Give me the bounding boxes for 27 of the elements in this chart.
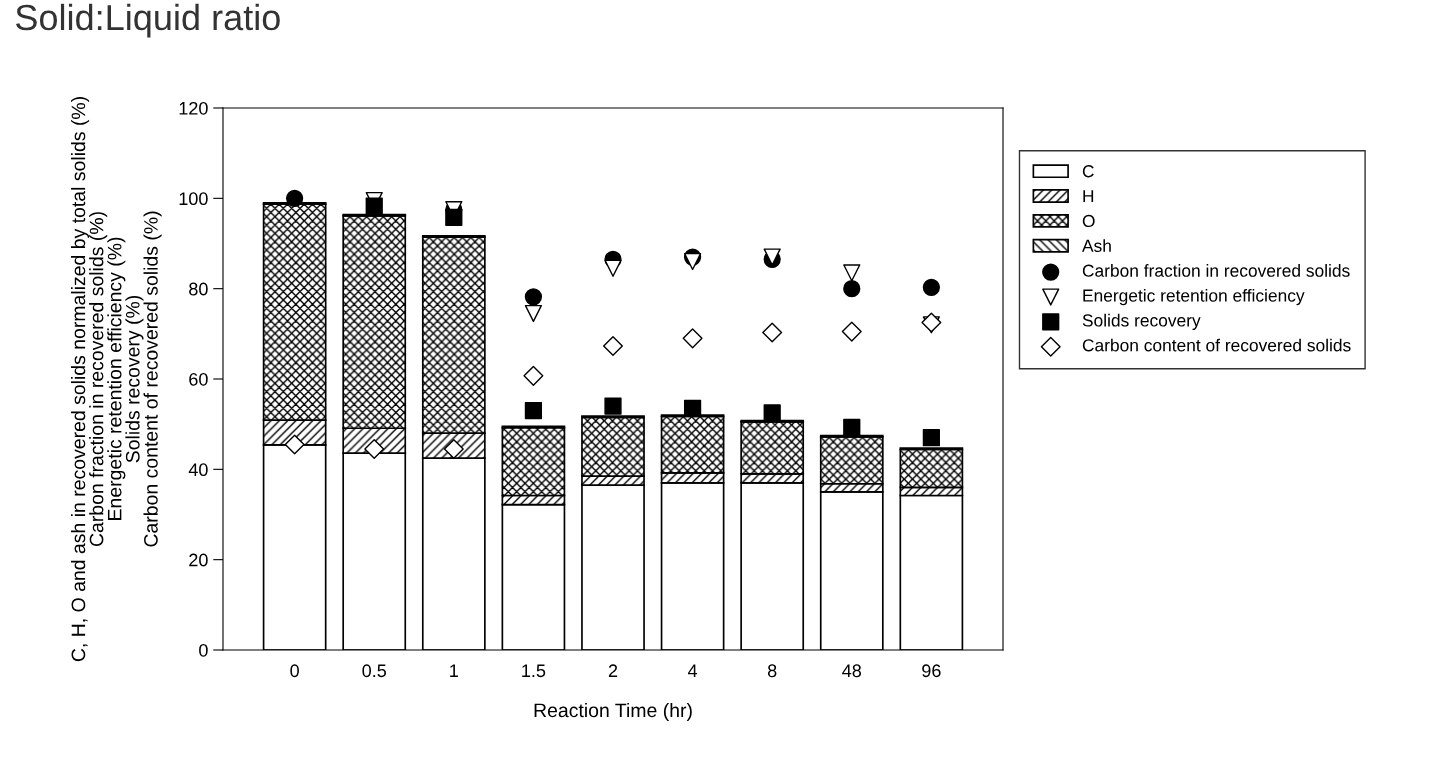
x-tick-label: 1.5 xyxy=(522,664,546,678)
y-axis-title: C, H, O and ash in recovered solids normalized by total solids (%) Carbon fraction in recovered solids (%) Energetic retention efficiency (%) Solids recovery (%) Carbon content of recovered solids (%) xyxy=(71,97,162,662)
y-tick-label: 100 xyxy=(179,192,208,206)
y-tick-label: 80 xyxy=(189,282,208,296)
y-tick-label: 20 xyxy=(189,553,208,567)
legend-label: Carbon fraction in recovered solids xyxy=(1082,264,1350,277)
x-tick-label: 2 xyxy=(608,664,618,677)
legend-label: Solids recovery xyxy=(1082,313,1201,331)
legend-label: H xyxy=(1083,190,1094,203)
x-tick-label: 48 xyxy=(842,664,862,678)
y-tick-label: 0 xyxy=(199,643,208,657)
x-tick-label: 8 xyxy=(767,664,777,678)
x-tick-label: 0 xyxy=(290,664,299,678)
x-tick-label: 4 xyxy=(687,664,698,677)
y-tick-label: 120 xyxy=(179,101,208,115)
y-tick-label: 40 xyxy=(188,463,208,477)
legend-label: C xyxy=(1082,165,1094,178)
x-tick-label: 1 xyxy=(450,664,458,677)
x-tick-label: 96 xyxy=(922,664,941,678)
x-tick-label: 0.5 xyxy=(362,664,387,678)
legend-label: Energetic retention efficiency xyxy=(1083,288,1305,306)
chart-title: Solid:Liquid ratio xyxy=(15,3,280,38)
legend-label: Carbon content of recovered solids xyxy=(1082,338,1351,352)
legend-label: O xyxy=(1082,214,1095,228)
x-axis-title: Reaction Time (hr) xyxy=(534,702,692,722)
y-tick-label: 60 xyxy=(189,372,208,386)
legend-label: Ash xyxy=(1082,239,1111,252)
